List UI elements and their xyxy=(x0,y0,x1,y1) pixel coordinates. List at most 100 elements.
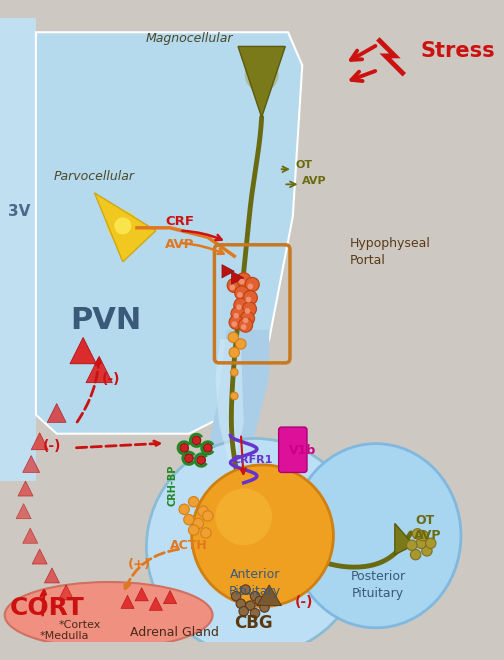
Circle shape xyxy=(107,210,139,242)
Circle shape xyxy=(180,444,188,452)
Text: Stress: Stress xyxy=(420,41,495,61)
Text: CRFR1: CRFR1 xyxy=(233,455,273,465)
Polygon shape xyxy=(86,356,112,383)
Circle shape xyxy=(236,599,245,609)
Circle shape xyxy=(184,454,193,463)
Circle shape xyxy=(244,308,250,314)
Polygon shape xyxy=(121,595,134,609)
Polygon shape xyxy=(94,193,156,262)
Polygon shape xyxy=(18,481,33,496)
Circle shape xyxy=(260,603,269,612)
Circle shape xyxy=(407,540,417,550)
Circle shape xyxy=(250,609,260,618)
Text: AVP: AVP xyxy=(414,529,441,543)
Circle shape xyxy=(188,496,199,507)
Circle shape xyxy=(231,591,241,601)
Circle shape xyxy=(188,525,199,535)
Text: Adrenal Gland: Adrenal Gland xyxy=(131,626,219,639)
Circle shape xyxy=(201,528,211,538)
Circle shape xyxy=(229,284,235,290)
Circle shape xyxy=(215,488,272,545)
Text: 3V: 3V xyxy=(8,204,30,219)
Circle shape xyxy=(184,515,194,525)
Text: Hypophyseal
Portal: Hypophyseal Portal xyxy=(349,238,430,267)
Polygon shape xyxy=(203,330,269,500)
Polygon shape xyxy=(58,585,74,600)
Circle shape xyxy=(250,591,260,601)
Circle shape xyxy=(240,312,255,325)
Polygon shape xyxy=(135,587,148,601)
Text: (+): (+) xyxy=(128,558,151,570)
Circle shape xyxy=(239,279,244,284)
Circle shape xyxy=(236,273,251,287)
Polygon shape xyxy=(47,403,66,422)
Polygon shape xyxy=(395,523,414,554)
Circle shape xyxy=(255,596,265,606)
Text: Anterior
Pituitary: Anterior Pituitary xyxy=(229,568,281,598)
Circle shape xyxy=(192,465,334,607)
Circle shape xyxy=(235,286,249,300)
Polygon shape xyxy=(23,455,40,473)
Text: CRF: CRF xyxy=(165,214,194,228)
Circle shape xyxy=(418,531,428,541)
Circle shape xyxy=(203,511,213,521)
Circle shape xyxy=(244,58,279,92)
Circle shape xyxy=(197,456,206,465)
Text: Posterior
Pituitary: Posterior Pituitary xyxy=(350,570,405,600)
Circle shape xyxy=(422,546,432,556)
Text: *Cortex: *Cortex xyxy=(59,620,101,630)
Circle shape xyxy=(425,538,436,548)
Circle shape xyxy=(146,438,364,655)
Circle shape xyxy=(233,313,239,319)
Polygon shape xyxy=(231,271,244,284)
Text: *Medulla: *Medulla xyxy=(39,631,89,641)
Circle shape xyxy=(114,217,132,234)
Text: PVN: PVN xyxy=(70,306,142,335)
Circle shape xyxy=(243,290,258,305)
Ellipse shape xyxy=(5,582,213,648)
Polygon shape xyxy=(32,549,47,564)
Text: OT: OT xyxy=(296,160,313,170)
FancyBboxPatch shape xyxy=(279,427,307,473)
Circle shape xyxy=(227,279,241,292)
Polygon shape xyxy=(44,568,59,583)
Circle shape xyxy=(230,368,238,376)
Circle shape xyxy=(247,284,253,289)
Circle shape xyxy=(179,504,190,515)
Circle shape xyxy=(241,585,250,594)
Circle shape xyxy=(237,292,243,298)
Circle shape xyxy=(229,315,243,329)
Circle shape xyxy=(243,317,248,323)
Text: CRH-BP: CRH-BP xyxy=(168,465,178,506)
Text: (-): (-) xyxy=(43,439,61,453)
Polygon shape xyxy=(257,585,281,606)
Circle shape xyxy=(242,302,257,316)
Text: AVP: AVP xyxy=(302,176,327,185)
Polygon shape xyxy=(31,433,48,449)
Polygon shape xyxy=(70,337,96,364)
Circle shape xyxy=(410,549,421,560)
Polygon shape xyxy=(238,46,285,117)
Polygon shape xyxy=(0,18,36,481)
Circle shape xyxy=(193,518,204,529)
Circle shape xyxy=(245,277,259,292)
Circle shape xyxy=(245,297,251,302)
Text: (-): (-) xyxy=(102,372,121,386)
Circle shape xyxy=(228,332,238,343)
Text: CORT: CORT xyxy=(10,597,85,620)
Circle shape xyxy=(236,304,242,310)
Circle shape xyxy=(204,444,212,452)
Text: OT: OT xyxy=(416,514,435,527)
Circle shape xyxy=(241,324,246,330)
Text: CBG: CBG xyxy=(234,614,273,632)
Text: AVP: AVP xyxy=(165,238,194,251)
Circle shape xyxy=(245,601,255,610)
Circle shape xyxy=(416,538,426,548)
Circle shape xyxy=(231,321,237,327)
Text: ACTH: ACTH xyxy=(170,539,208,552)
Polygon shape xyxy=(36,32,302,434)
Circle shape xyxy=(239,607,248,616)
Polygon shape xyxy=(23,528,38,543)
Polygon shape xyxy=(163,591,176,604)
Circle shape xyxy=(230,392,238,400)
